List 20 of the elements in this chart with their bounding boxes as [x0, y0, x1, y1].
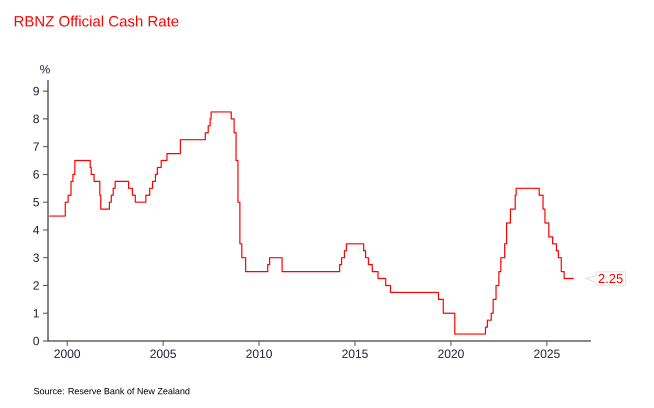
y-tick-label: 6 — [33, 170, 39, 179]
y-axis-title: % — [40, 65, 50, 74]
y-tick-label: 2 — [33, 281, 39, 290]
chart-title: RBNZ Official Cash Rate — [14, 16, 178, 27]
y-tick-label: 9 — [33, 86, 39, 96]
y-tick-label: 0 — [33, 336, 40, 346]
source-note: Source: Reserve Bank of New Zealand — [34, 388, 190, 394]
x-tick-label: 2020 — [438, 350, 464, 358]
x-tick-label: 2015 — [342, 350, 368, 358]
y-tick-label: 1 — [34, 309, 39, 318]
x-tick-label: 2005 — [150, 350, 176, 358]
x-tick-label: 2025 — [534, 350, 560, 358]
y-tick-label: 4 — [33, 226, 40, 234]
annotation: 2.25 — [598, 274, 623, 284]
x-tick-label: 2010 — [246, 350, 272, 358]
y-tick-label: 5 — [33, 198, 39, 206]
y-tick-label: 3 — [33, 253, 39, 262]
x-tick-label: 2000 — [54, 350, 80, 358]
y-tick-label: 8 — [33, 114, 39, 124]
y-tick-label: 7 — [33, 142, 39, 151]
